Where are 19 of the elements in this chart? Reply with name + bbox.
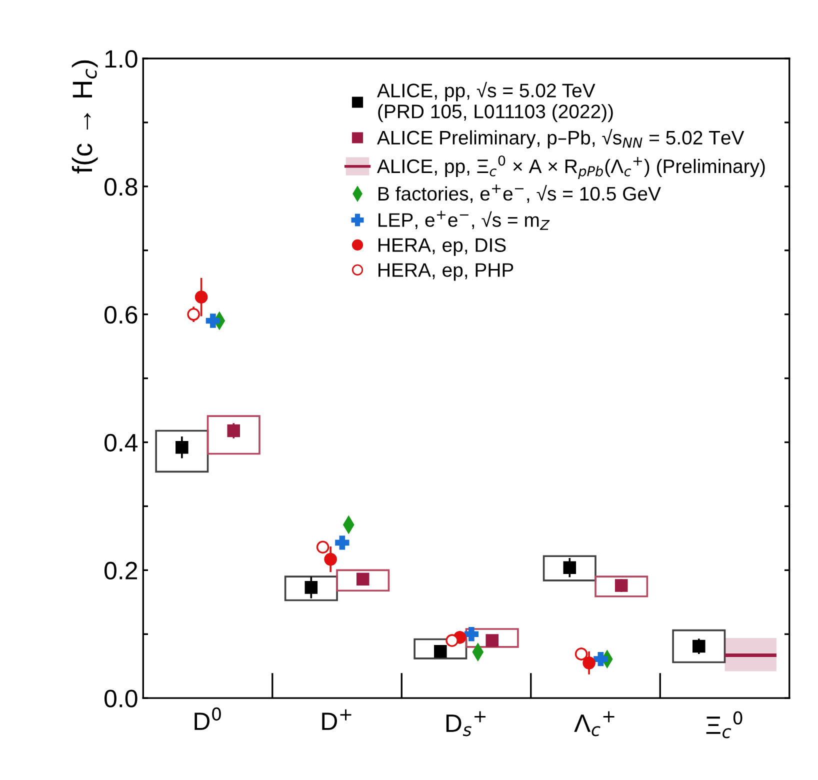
y-axis-title: f(c → H$_{c}$) [72, 60, 98, 174]
y-tick-label: 0.8 [104, 178, 138, 196]
legend-label: HERA, ep, DIS [378, 238, 506, 256]
legend-label: HERA, ep, PHP [378, 263, 514, 281]
legend-label: B factories, e$^{+}$e$^{−}$, √s = 10.5 GeV [378, 184, 661, 203]
legend-label: ALICE, pp, √s = 5.02 TeV (PRD 105, L011103 (2022)) [376, 82, 613, 122]
y-tick-label: 0.6 [104, 306, 138, 324]
x-tick-label: D$^{0}$ [194, 707, 221, 730]
y-tick-label: 1.0 [105, 50, 138, 68]
y-tick-label: 0.0 [104, 690, 138, 708]
x-tick-label: D$_{s}$$^{+}$ [446, 711, 486, 736]
legend-label: LEP, e$^{+}$e$^{−}$, √s = m$_{Z}$ [378, 210, 550, 230]
y-tick-label: 0.2 [104, 562, 138, 580]
x-tick-label: Λ$_{c}$$^{+}$ [574, 711, 614, 736]
text: ALICE, pp, Ξ$_{c}$$^{0}$ × A × R$_{pPb}$(Λ$_{c}$$^{+}$) (Preliminary) [376, 155, 765, 180]
x-tick-label: D$^{+}$ [322, 709, 352, 730]
legend-label: ALICE Preliminary, p–Pb, √s$_{NN}$ = 5.02 TeV [376, 129, 744, 148]
x-tick-label: Ξ$_{c}$$^{0}$ [706, 711, 742, 738]
y-tick-label: 0.4 [104, 434, 138, 452]
